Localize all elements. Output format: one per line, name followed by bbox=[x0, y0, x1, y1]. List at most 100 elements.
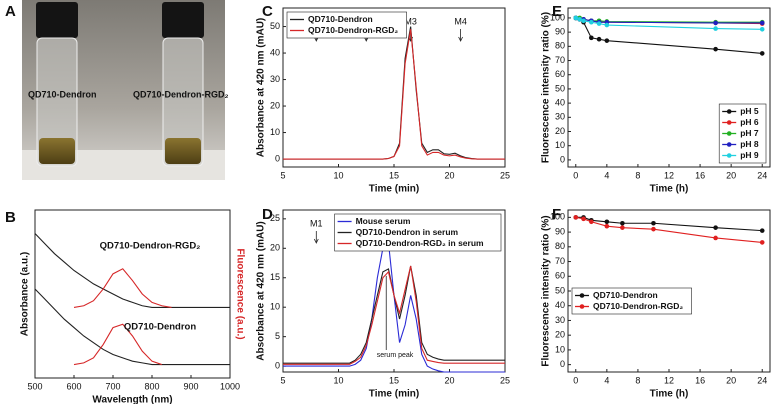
data-point bbox=[713, 225, 718, 230]
data-point bbox=[759, 51, 765, 56]
series-line bbox=[34, 288, 230, 366]
legend-marker bbox=[579, 304, 585, 309]
y-tick-label: 5 bbox=[275, 331, 280, 341]
y-axis-title: Absorbance at 420 nm (mAU) bbox=[256, 18, 267, 157]
x-tick-label: 24 bbox=[757, 170, 767, 180]
legend-marker bbox=[579, 293, 585, 298]
x-tick-label: 12 bbox=[664, 375, 674, 385]
y-tick-label: 0 bbox=[275, 360, 280, 370]
y-tick-label: 15 bbox=[270, 272, 280, 282]
data-point bbox=[581, 18, 586, 24]
legend-label: pH 9 bbox=[740, 150, 759, 160]
legend-box bbox=[571, 287, 692, 315]
series-line bbox=[575, 17, 763, 23]
x-tick-label: 5 bbox=[280, 170, 285, 180]
y-tick-label: 100 bbox=[550, 12, 565, 22]
legend-label: pH 5 bbox=[740, 106, 759, 116]
x-tick-label: 8 bbox=[635, 170, 640, 180]
x-tick-label: 8 bbox=[635, 375, 640, 385]
x-tick-label: 10 bbox=[333, 170, 343, 180]
data-point bbox=[589, 219, 594, 225]
x-axis-title: Time (h) bbox=[650, 184, 689, 195]
fraction-marker-arrowhead bbox=[363, 36, 369, 42]
data-point bbox=[596, 36, 602, 42]
legend-label: QD710-Dendron in serum bbox=[356, 227, 459, 237]
annotation: QD710-Dendron-RGD₂ bbox=[100, 241, 201, 252]
panel-label: D bbox=[262, 206, 273, 223]
legend-marker bbox=[726, 120, 732, 125]
data-point bbox=[759, 228, 765, 233]
data-point bbox=[620, 225, 625, 230]
y-tick-label: 90 bbox=[555, 27, 565, 37]
x-axis-title: Time (min) bbox=[369, 184, 419, 195]
data-point bbox=[651, 226, 656, 232]
y-tick-label: 60 bbox=[555, 69, 565, 79]
series-line bbox=[73, 323, 162, 366]
legend-label: QD710-Dendron-RGD₂ in serum bbox=[356, 238, 484, 248]
data-point bbox=[604, 38, 610, 43]
data-point bbox=[713, 26, 718, 31]
y-axis-title: Fluorescence intensity ratio (%) bbox=[541, 215, 552, 366]
annotation: QD710-Dendron bbox=[124, 322, 197, 333]
y-tick-label: 20 bbox=[555, 126, 565, 136]
legend-label: pH 7 bbox=[740, 128, 759, 138]
y-tick-label: 30 bbox=[270, 74, 280, 84]
y-tick-label: 50 bbox=[270, 21, 280, 31]
photo: QD710-Dendron QD710-Dendron-RGD₂ A bbox=[5, 0, 229, 180]
fraction-marker-arrowhead bbox=[313, 238, 319, 244]
data-point bbox=[573, 215, 579, 220]
series-line bbox=[283, 265, 505, 364]
y-tick-label: 30 bbox=[555, 112, 565, 122]
y-tick-label: 80 bbox=[555, 41, 565, 51]
legend-label: QD710-Dendron-RGD₂ bbox=[593, 301, 683, 311]
vial-cap bbox=[162, 2, 204, 38]
y-tick-label: 10 bbox=[270, 127, 280, 137]
y-tick-label: 50 bbox=[555, 285, 565, 295]
x-tick-label: 15 bbox=[389, 375, 399, 385]
y-tick-label: 10 bbox=[555, 344, 565, 354]
panel-label: A bbox=[5, 3, 16, 20]
y-tick-label: 0 bbox=[560, 154, 565, 164]
y-tick-label: 10 bbox=[270, 302, 280, 312]
y-tick-label: 40 bbox=[555, 97, 565, 107]
x-tick-label: 20 bbox=[444, 170, 454, 180]
vial-cap bbox=[36, 2, 78, 38]
legend-label: QD710-Dendron bbox=[308, 14, 373, 24]
series-line bbox=[283, 265, 505, 365]
x-tick-label: 25 bbox=[500, 170, 510, 180]
legend-label: pH 6 bbox=[740, 117, 759, 127]
data-point bbox=[604, 223, 610, 229]
x-tick-label: 20 bbox=[726, 170, 736, 180]
vial-caption: QD710-Dendron-RGD₂ bbox=[133, 89, 229, 99]
data-point bbox=[589, 35, 594, 41]
panel-label: B bbox=[5, 209, 16, 226]
x-tick-label: 0 bbox=[573, 170, 578, 180]
y-tick-label: 90 bbox=[555, 226, 565, 236]
fraction-marker-label: M3 bbox=[404, 16, 417, 26]
legend-marker bbox=[726, 109, 732, 114]
x-axis-title: Time (min) bbox=[369, 389, 419, 400]
x-tick-label: 700 bbox=[105, 381, 120, 391]
x-tick-label: 15 bbox=[389, 170, 399, 180]
data-point bbox=[581, 216, 586, 222]
y-tick-label: 10 bbox=[555, 140, 565, 150]
x-tick-label: 500 bbox=[27, 381, 42, 391]
x-tick-label: 5 bbox=[280, 375, 285, 385]
y-tick-label: 80 bbox=[555, 241, 565, 251]
y-axis-title: Absorbance (a.u.) bbox=[20, 252, 31, 336]
panel-label: F bbox=[552, 206, 561, 223]
panel-label: E bbox=[552, 3, 562, 20]
y-tick-label: 0 bbox=[560, 359, 565, 369]
legend-label: QD710-Dendron-RGD₂ bbox=[308, 25, 398, 35]
x-tick-label: 4 bbox=[604, 375, 609, 385]
x-tick-label: 25 bbox=[500, 375, 510, 385]
x-tick-label: 16 bbox=[695, 375, 705, 385]
series-line bbox=[73, 268, 172, 308]
legend-box bbox=[286, 11, 407, 39]
y-tick-label: 40 bbox=[555, 300, 565, 310]
fraction-marker-label: M1 bbox=[310, 218, 323, 228]
panel-label: C bbox=[262, 3, 273, 20]
